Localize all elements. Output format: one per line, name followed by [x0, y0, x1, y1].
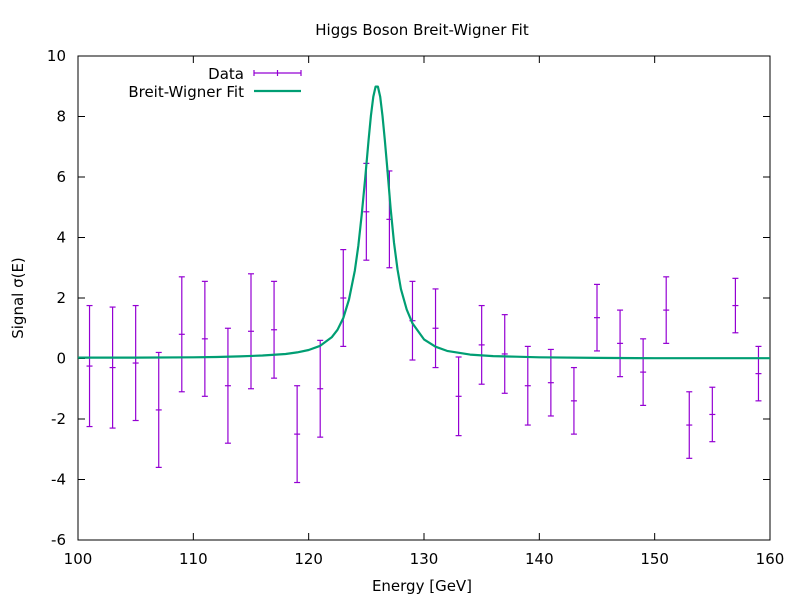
y-tick-label: 6: [56, 168, 66, 186]
data-point: [547, 348, 554, 417]
legend-label-data: Data: [208, 65, 244, 83]
legend-label-fit: Breit-Wigner Fit: [128, 83, 244, 101]
data-point: [109, 306, 116, 429]
y-axis-ticks: -6 -4 -2 0 2 4 6 8 10: [47, 47, 770, 549]
x-tick-label: 120: [294, 550, 323, 568]
data-point: [271, 280, 278, 379]
data-point: [732, 277, 739, 334]
data-point: [432, 288, 439, 369]
data-point: [201, 280, 208, 397]
legend: Data Breit-Wigner Fit: [128, 65, 302, 101]
data-point: [755, 345, 762, 402]
data-point: [455, 356, 462, 437]
data-point: [478, 304, 485, 385]
data-point: [640, 338, 647, 406]
data-point: [617, 309, 624, 378]
x-axis-label: Energy [GeV]: [372, 577, 472, 595]
data-point: [340, 249, 347, 347]
series-layer: [78, 85, 770, 484]
data-point: [686, 391, 693, 459]
y-axis-label: Signal σ(E): [9, 257, 27, 339]
data-point: [86, 304, 93, 428]
data-point: [132, 304, 139, 422]
y-tick-label: -6: [51, 531, 66, 549]
x-axis-ticks: 100 110 120 130 140 150 160: [64, 56, 785, 568]
data-point: [224, 327, 231, 444]
x-tick-label: 110: [179, 550, 208, 568]
data-point: [709, 386, 716, 443]
x-tick-label: 100: [64, 550, 93, 568]
x-tick-label: 140: [525, 550, 554, 568]
y-tick-label: 2: [56, 289, 66, 307]
y-tick-label: 4: [56, 229, 66, 247]
y-tick-label: 10: [47, 47, 66, 65]
data-point: [594, 283, 600, 352]
data-point: [178, 276, 185, 393]
x-tick-label: 130: [410, 550, 439, 568]
chart-title: Higgs Boson Breit-Wigner Fit: [315, 21, 529, 39]
series-data: [86, 162, 762, 484]
x-tick-label: 150: [640, 550, 669, 568]
data-point: [294, 385, 301, 484]
x-tick-label: 160: [756, 550, 785, 568]
y-tick-label: -2: [51, 410, 66, 428]
data-point: [524, 345, 531, 426]
data-point: [317, 339, 324, 438]
y-tick-label: -4: [51, 471, 66, 489]
data-point: [155, 351, 162, 468]
y-tick-label: 0: [56, 350, 66, 368]
data-point: [501, 314, 508, 394]
data-point: [663, 276, 670, 344]
y-tick-label: 8: [56, 108, 66, 126]
data-point: [570, 366, 577, 435]
data-point: [248, 273, 254, 390]
series-fit-line: [78, 85, 770, 360]
